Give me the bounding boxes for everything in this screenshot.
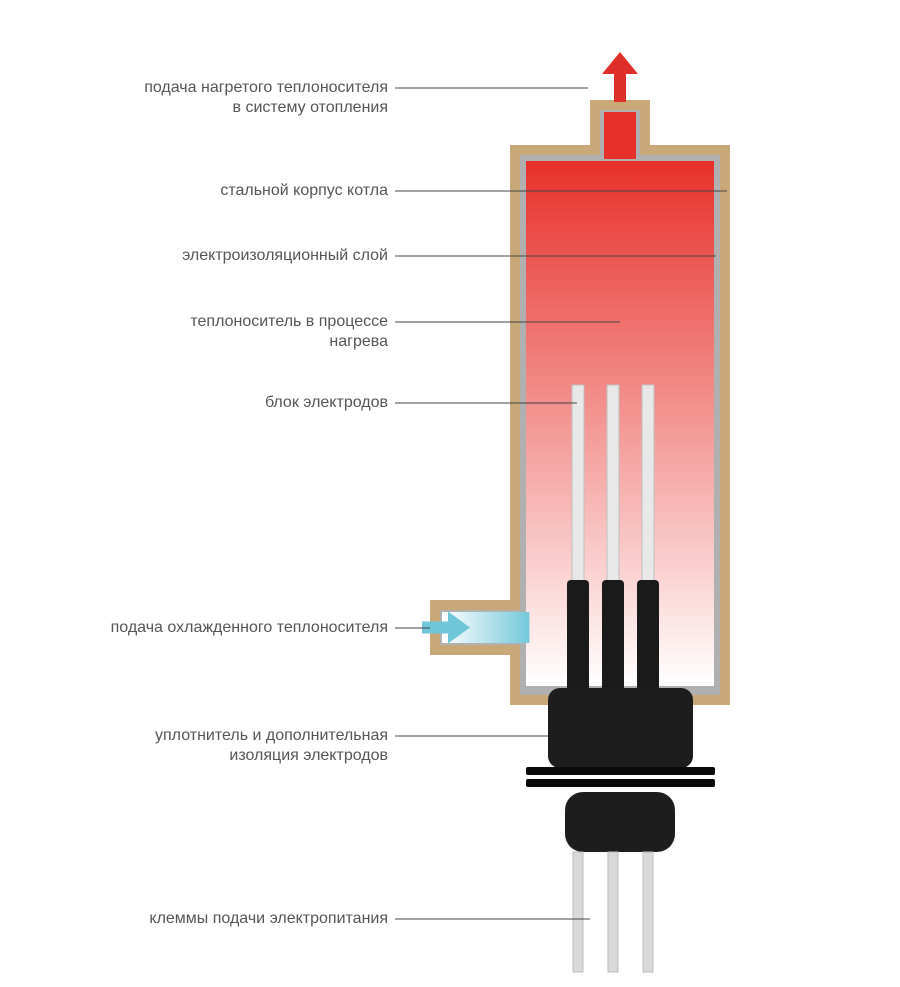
label-seal: уплотнитель и дополнительнаяизоляция эле… <box>155 727 388 764</box>
power-terminal <box>573 852 583 972</box>
power-terminal <box>643 852 653 972</box>
hot-outlet-fill <box>604 112 636 159</box>
electrode-sleeve <box>567 580 589 692</box>
boiler-cross-section-diagram: подача нагретого теплоносителяв систему … <box>0 0 900 987</box>
label-electrodes: блок электродов <box>265 394 388 411</box>
label-coolant: теплоноситель в процессенагрева <box>190 313 388 350</box>
flange-lower <box>526 779 715 787</box>
power-terminal <box>608 852 618 972</box>
label-insulation: электроизоляционный слой <box>182 247 388 264</box>
hot-outlet-arrow-head <box>602 52 638 74</box>
electrode-sleeve <box>602 580 624 692</box>
label-terminals: клеммы подачи электропитания <box>149 910 388 927</box>
hot-outlet-arrow-stem <box>614 72 626 102</box>
label-steel-body: стальной корпус котла <box>220 182 388 199</box>
label-cold-in: подача охлажденного теплоносителя <box>111 619 388 636</box>
flange-upper <box>526 767 715 775</box>
label-outlet: подача нагретого теплоносителяв систему … <box>144 79 388 116</box>
electrode-sleeve <box>637 580 659 692</box>
electrode-seal-block <box>548 688 693 768</box>
lower-seal-block <box>565 792 675 852</box>
